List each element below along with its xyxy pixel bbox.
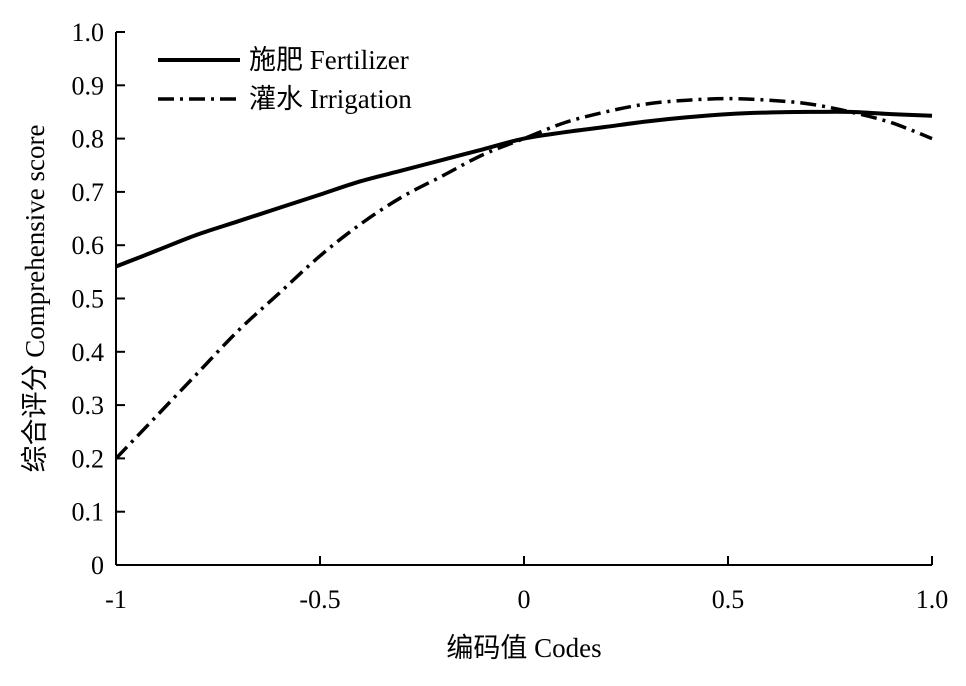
x-tick-label: 0 (518, 585, 531, 614)
legend-label: 施肥 Fertilizer (249, 45, 409, 75)
series-line-irrigation (114, 96, 933, 460)
legend: 施肥 Fertilizer 灌水 Irrigation (158, 45, 412, 114)
x-tick-label: 1.0 (916, 585, 949, 614)
y-axis-title: 综合评分 Comprehensive score (20, 125, 50, 473)
y-tick-label: 0.2 (72, 444, 105, 473)
y-tick-label: 0 (91, 551, 104, 580)
series (114, 96, 933, 460)
x-tick-label: -1 (105, 585, 127, 614)
y-tick-label: 0.3 (72, 391, 105, 420)
y-tick-label: 0.5 (72, 285, 105, 314)
x-axis-title: 编码值 Codes (446, 633, 601, 663)
y-tick-label: 0.1 (72, 498, 105, 527)
y-tick-label: 0.7 (72, 178, 105, 207)
y-tick-label: 0.9 (72, 71, 105, 100)
x-tick-label: 0.5 (712, 585, 745, 614)
x-tick-label: -0.5 (299, 585, 340, 614)
legend-label: 灌水 Irrigation (249, 84, 412, 114)
series-line-fertilizer (115, 109, 933, 269)
y-tick-label: 0.4 (72, 338, 105, 367)
y-tick-label: 0.6 (72, 231, 105, 260)
y-tick-label: 1.0 (72, 18, 105, 47)
y-tick-label: 0.8 (72, 125, 105, 154)
ticks: 0 0.1 0.2 0.3 0.4 0.5 0.6 0.7 0.8 0.9 1.0 -1 -0.5 0 0.… (72, 18, 949, 614)
